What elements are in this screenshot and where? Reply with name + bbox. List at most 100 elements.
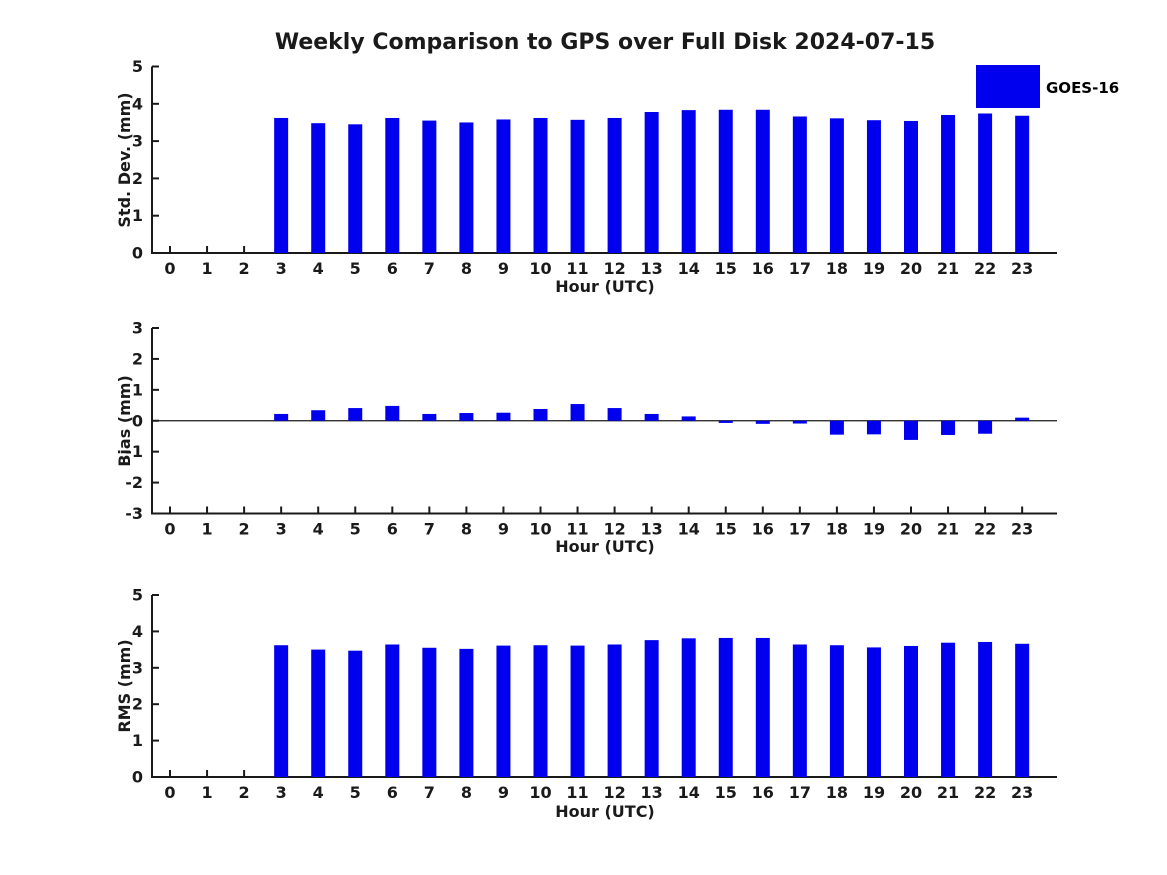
x-tick-label: 2 (239, 259, 250, 278)
bar-hour-16 (755, 420, 770, 424)
x-tick-label: 14 (678, 520, 700, 539)
x-tick-label: 20 (900, 520, 922, 539)
y-tick-label: 1 (132, 380, 143, 399)
x-tick-label: 10 (529, 783, 551, 802)
x-tick-label: 7 (424, 783, 435, 802)
bar-hour-15 (718, 109, 733, 253)
x-tick-label: 12 (603, 783, 625, 802)
x-tick-label: 11 (566, 520, 588, 539)
x-tick-label: 16 (752, 259, 774, 278)
x-tick-label: 11 (566, 259, 588, 278)
x-tick-label: 17 (789, 520, 811, 539)
bar-hour-12 (607, 408, 622, 421)
x-tick-label: 3 (276, 520, 287, 539)
legend-swatch (976, 65, 1040, 108)
bar-hour-10 (533, 645, 548, 777)
x-tick-label: 20 (900, 783, 922, 802)
y-tick-label: 2 (132, 695, 143, 714)
x-tick-label: 19 (863, 259, 885, 278)
y-tick-label: 3 (132, 319, 143, 338)
bar-hour-21 (941, 114, 956, 254)
bar-hour-6 (385, 405, 400, 421)
y-tick-label: 3 (132, 132, 143, 151)
x-tick-label: 12 (603, 520, 625, 539)
bar-hour-5 (348, 408, 363, 421)
x-tick-label: 11 (566, 783, 588, 802)
xlabel-bias: Hour (UTC) (555, 537, 655, 556)
x-tick-label: 23 (1011, 783, 1033, 802)
x-tick-label: 13 (641, 259, 663, 278)
bar-hour-20 (904, 645, 918, 777)
x-tick-label: 6 (387, 259, 398, 278)
x-tick-label: 22 (974, 259, 996, 278)
y-tick-label: 0 (132, 244, 143, 263)
x-tick-label: 5 (350, 783, 361, 802)
x-tick-label: 23 (1011, 520, 1033, 539)
x-tick-label: 5 (350, 259, 361, 278)
y-tick-label: 2 (132, 169, 143, 188)
x-tick-label: 12 (603, 259, 625, 278)
bar-hour-23 (1015, 417, 1030, 421)
x-tick-label: 7 (424, 259, 435, 278)
x-tick-label: 14 (678, 259, 700, 278)
legend-label: GOES-16 (1046, 79, 1120, 97)
x-tick-label: 8 (461, 520, 472, 539)
x-tick-label: 4 (313, 259, 324, 278)
bar-hour-5 (348, 650, 363, 777)
x-tick-label: 14 (678, 783, 700, 802)
x-tick-label: 22 (974, 783, 996, 802)
bar-hour-15 (718, 637, 733, 777)
bar-hour-18 (829, 420, 844, 435)
ylabel-bias: Bias (mm) (115, 375, 134, 467)
x-tick-label: 19 (863, 520, 885, 539)
bar-hour-12 (607, 644, 622, 777)
x-tick-label: 17 (789, 259, 811, 278)
y-tick-label: -3 (125, 504, 143, 523)
xlabel-std-dev: Hour (UTC) (555, 277, 655, 296)
bar-hour-3 (274, 117, 289, 253)
x-tick-label: 21 (937, 783, 959, 802)
bar-hour-16 (755, 109, 770, 253)
bar-hour-18 (829, 118, 844, 253)
y-tick-label: -2 (125, 473, 143, 492)
bar-hour-4 (311, 123, 326, 253)
x-tick-label: 1 (201, 783, 212, 802)
x-tick-label: 5 (350, 520, 361, 539)
bar-hour-14 (681, 110, 696, 254)
x-tick-label: 0 (164, 259, 175, 278)
x-tick-label: 9 (498, 259, 509, 278)
bar-hour-6 (385, 644, 400, 777)
x-tick-label: 20 (900, 259, 922, 278)
x-tick-label: 21 (937, 259, 959, 278)
bar-hour-19 (866, 647, 881, 777)
x-tick-label: 7 (424, 520, 435, 539)
x-tick-label: 8 (461, 259, 472, 278)
bar-hour-14 (681, 416, 696, 421)
bar-hour-22 (978, 641, 993, 777)
x-tick-label: 19 (863, 783, 885, 802)
bar-hour-3 (274, 645, 289, 777)
x-tick-label: 18 (826, 259, 848, 278)
y-tick-label: 0 (132, 768, 143, 787)
x-tick-label: 15 (715, 259, 737, 278)
x-tick-label: 16 (752, 783, 774, 802)
x-tick-label: 15 (715, 783, 737, 802)
y-tick-label: 4 (132, 622, 143, 641)
bar-hour-20 (904, 120, 918, 253)
bar-hour-7 (422, 120, 437, 254)
y-tick-label: 4 (132, 94, 143, 113)
bar-hour-8 (459, 413, 474, 421)
x-tick-label: 3 (276, 783, 287, 802)
x-tick-label: 23 (1011, 259, 1033, 278)
y-tick-label: -1 (125, 442, 143, 461)
xlabel-rms: Hour (UTC) (555, 802, 655, 821)
bar-hour-4 (311, 649, 326, 777)
bar-hour-21 (941, 642, 956, 777)
x-tick-label: 1 (201, 520, 212, 539)
bar-hour-3 (274, 413, 289, 421)
figure-title: Weekly Comparison to GPS over Full Disk … (274, 30, 936, 55)
x-tick-label: 13 (641, 783, 663, 802)
bar-hour-21 (941, 420, 956, 435)
